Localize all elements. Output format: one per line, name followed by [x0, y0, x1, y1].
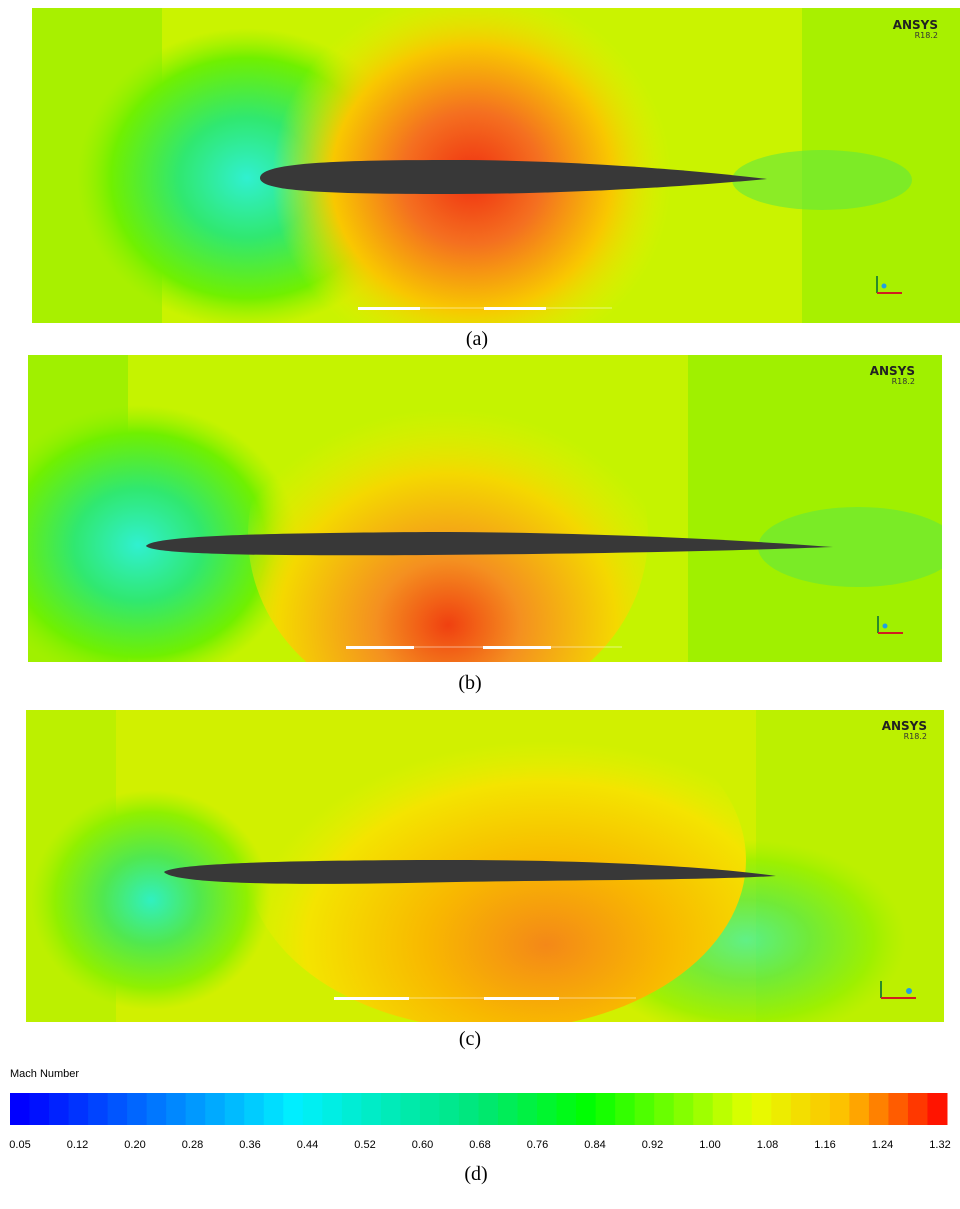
- colorbar-step: [907, 1093, 928, 1125]
- colorbar-step: [751, 1093, 772, 1125]
- colorbar-step: [224, 1093, 245, 1125]
- colorbar-step: [205, 1093, 226, 1125]
- colorbar-step: [68, 1093, 89, 1125]
- airfoil: [146, 532, 833, 556]
- airfoil: [260, 160, 767, 194]
- colorbar-tick-label: 0.68: [469, 1139, 490, 1151]
- colorbar-step: [244, 1093, 265, 1125]
- contour-panel: ANSYS R18.2: [28, 355, 942, 662]
- axis-triad: [877, 616, 903, 634]
- colorbar-step: [673, 1093, 694, 1125]
- colorbar-step: [185, 1093, 206, 1125]
- caption: (b): [458, 672, 482, 694]
- colorbar-step: [829, 1093, 850, 1125]
- colorbar-step: [712, 1093, 733, 1125]
- logo: ANSYS: [870, 364, 915, 378]
- colorbar-title: Mach Number: [10, 1068, 80, 1080]
- colorbar-tick-label: 1.24: [872, 1139, 893, 1151]
- colorbar-tick-label: 0.36: [239, 1139, 260, 1151]
- colorbar-step: [419, 1093, 440, 1125]
- colorbar-step: [556, 1093, 577, 1125]
- colorbar-step: [771, 1093, 792, 1125]
- colorbar-step: [888, 1093, 909, 1125]
- scale-bar: [346, 646, 414, 649]
- colorbar-step: [458, 1093, 479, 1125]
- colorbar-tick-label: 0.44: [297, 1139, 318, 1151]
- colorbar-step: [380, 1093, 401, 1125]
- colorbar-tick-label: 0.92: [642, 1139, 663, 1151]
- colorbar-step: [361, 1093, 382, 1125]
- wake: [758, 507, 942, 587]
- colorbar-step: [302, 1093, 323, 1125]
- version: R18.2: [915, 31, 938, 40]
- logo: ANSYS: [882, 719, 927, 733]
- low-mach-region: [28, 405, 298, 662]
- scale-bar: [484, 307, 546, 310]
- colorbar-step: [146, 1093, 167, 1125]
- caption: (c): [458, 1028, 482, 1050]
- contour-panel: ANSYS R18.2: [26, 710, 944, 1022]
- colorbar-tick-label: 0.20: [124, 1139, 145, 1151]
- colorbar-step: [127, 1093, 148, 1125]
- colorbar-tick-label: 1.16: [814, 1139, 835, 1151]
- colorbar-step: [166, 1093, 187, 1125]
- contour-panel: ANSYS R18.2: [32, 8, 960, 323]
- colorbar-step: [576, 1093, 597, 1125]
- colorbar-step: [790, 1093, 811, 1125]
- colorbar-step: [927, 1093, 948, 1125]
- colorbar-step: [517, 1093, 538, 1125]
- colorbar-step: [634, 1093, 655, 1125]
- colorbar-step: [439, 1093, 460, 1125]
- caption: (a): [465, 328, 489, 350]
- colorbar-tick-label: 0.60: [412, 1139, 433, 1151]
- colorbar-tick-label: 0.28: [182, 1139, 203, 1151]
- colorbar-step: [400, 1093, 421, 1125]
- scale-bar: [358, 307, 420, 310]
- colorbar-tick-label: 0.84: [584, 1139, 605, 1151]
- colorbar-tick-label: 0.76: [527, 1139, 548, 1151]
- axis-triad: [876, 276, 902, 294]
- colorbar-step: [732, 1093, 753, 1125]
- colorbar-step: [693, 1093, 714, 1125]
- colorbar: 0.05 0.12 0.20 0.28 0.36 0.44 0.52 0.60 0.68 0.76…: [9, 1093, 951, 1151]
- scale-bar: [334, 997, 409, 1000]
- scale-bar: [484, 997, 559, 1000]
- colorbar-step: [654, 1093, 675, 1125]
- colorbar-tick-label: 1.08: [757, 1139, 778, 1151]
- airfoil: [164, 860, 776, 884]
- version: R18.2: [904, 732, 927, 741]
- colorbar-step: [107, 1093, 128, 1125]
- low-mach-region: [31, 790, 271, 1010]
- colorbar-step: [88, 1093, 109, 1125]
- colorbar-step: [283, 1093, 304, 1125]
- colorbar-step: [849, 1093, 870, 1125]
- colorbar-step: [263, 1093, 284, 1125]
- colorbar-step: [810, 1093, 831, 1125]
- colorbar-tick-label: 0.05: [9, 1139, 30, 1151]
- caption: (d): [464, 1163, 488, 1185]
- scale-bar: [483, 646, 551, 649]
- high-mach-region: [248, 355, 648, 662]
- colorbar-tick-label: 1.00: [699, 1139, 720, 1151]
- logo: ANSYS: [893, 18, 938, 32]
- colorbar-step: [49, 1093, 70, 1125]
- colorbar-step: [595, 1093, 616, 1125]
- colorbar-step: [868, 1093, 889, 1125]
- colorbar-step: [10, 1093, 31, 1125]
- version: R18.2: [892, 377, 915, 386]
- colorbar-tick-label: 1.32: [929, 1139, 950, 1151]
- colorbar-tick-label: 0.52: [354, 1139, 375, 1151]
- colorbar-step: [537, 1093, 558, 1125]
- colorbar-step: [29, 1093, 50, 1125]
- colorbar-step: [498, 1093, 519, 1125]
- colorbar-step: [322, 1093, 343, 1125]
- axis-triad: [880, 981, 916, 999]
- colorbar-step: [478, 1093, 499, 1125]
- colorbar-step: [341, 1093, 362, 1125]
- colorbar-step: [615, 1093, 636, 1125]
- wake: [732, 150, 912, 210]
- colorbar-tick-label: 0.12: [67, 1139, 88, 1151]
